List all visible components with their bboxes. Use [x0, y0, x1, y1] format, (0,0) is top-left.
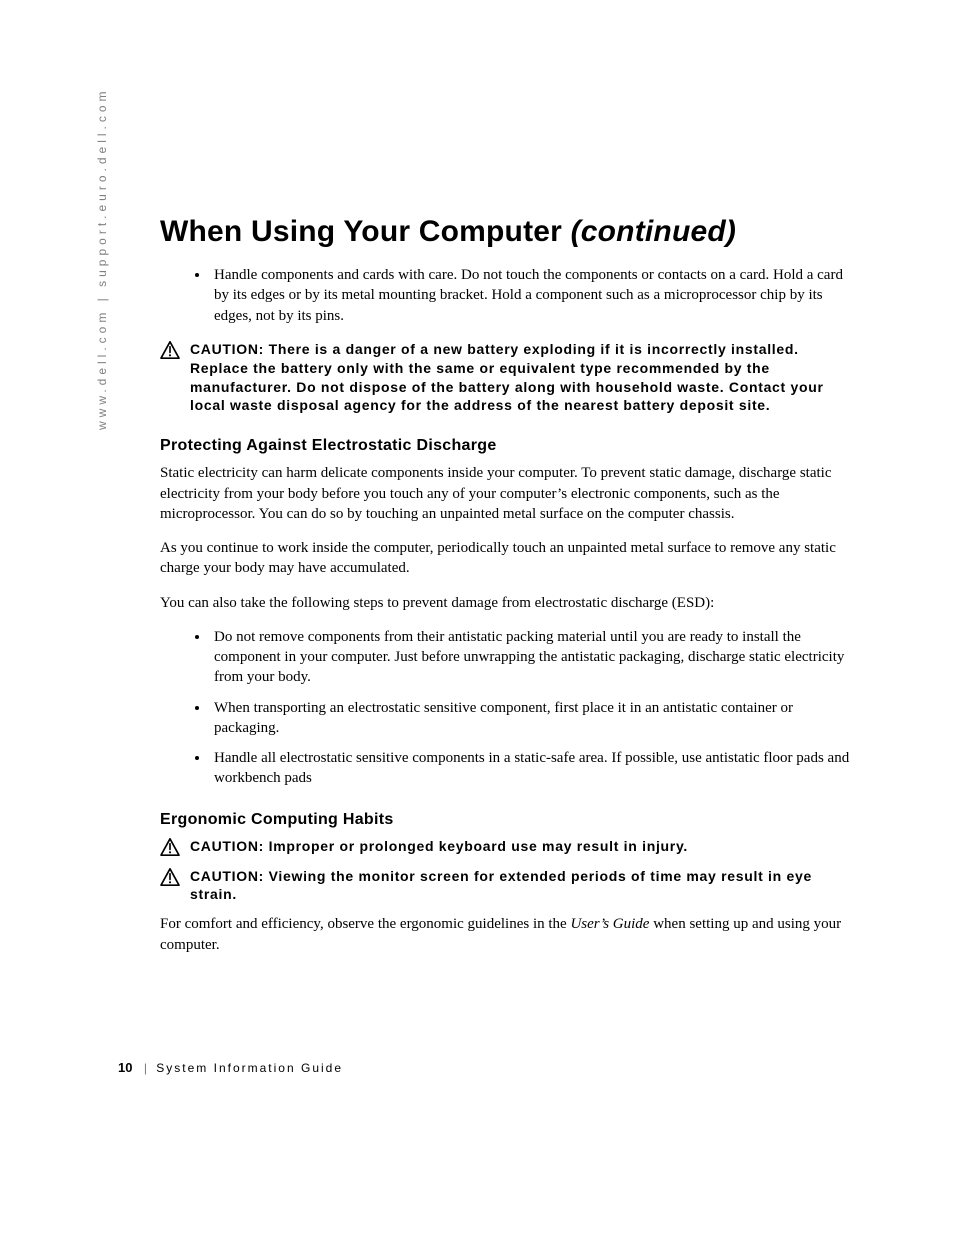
body-paragraph: For comfort and efficiency, observe the …	[160, 914, 860, 955]
caution-block: CAUTION: Viewing the monitor screen for …	[160, 867, 860, 905]
body-paragraph: You can also take the following steps to…	[160, 593, 860, 613]
side-url-text: www.dell.com | support.euro.dell.com	[95, 87, 109, 430]
caution-label: CAUTION:	[190, 868, 269, 884]
caution-icon	[160, 341, 180, 364]
caution-label: CAUTION:	[190, 838, 269, 854]
list-item: Handle all electrostatic sensitive compo…	[210, 748, 860, 789]
caution-block: CAUTION: There is a danger of a new batt…	[160, 340, 860, 416]
caution-body: There is a danger of a new battery explo…	[190, 341, 824, 414]
section-heading: Ergonomic Computing Habits	[160, 811, 860, 829]
page: www.dell.com | support.euro.dell.com Whe…	[0, 0, 954, 1235]
caution-block: CAUTION: Improper or prolonged keyboard …	[160, 837, 860, 861]
caution-text: CAUTION: There is a danger of a new batt…	[190, 340, 860, 416]
list-item: Handle components and cards with care. D…	[210, 265, 860, 326]
caution-icon	[160, 868, 180, 891]
caution-label: CAUTION:	[190, 341, 269, 357]
caution-body: Viewing the monitor screen for extended …	[190, 868, 812, 903]
title-continued: (continued)	[571, 215, 737, 248]
esd-bullet-list: Do not remove components from their anti…	[160, 627, 860, 789]
list-item: Do not remove components from their anti…	[210, 627, 860, 688]
page-number: 10	[118, 1060, 132, 1075]
page-title: When Using Your Computer (continued)	[160, 215, 860, 249]
title-main: When Using Your Computer	[160, 215, 571, 248]
caution-text: CAUTION: Improper or prolonged keyboard …	[190, 837, 688, 856]
content-area: When Using Your Computer (continued) Han…	[160, 215, 860, 969]
body-paragraph: Static electricity can harm delicate com…	[160, 463, 860, 524]
body-paragraph: As you continue to work inside the compu…	[160, 538, 860, 579]
page-footer: 10 | System Information Guide	[118, 1060, 343, 1075]
list-item: When transporting an electrostatic sensi…	[210, 698, 860, 739]
footer-divider: |	[144, 1061, 147, 1075]
top-bullet-list: Handle components and cards with care. D…	[160, 265, 860, 326]
users-guide-ref: User’s Guide	[570, 916, 649, 932]
caution-icon	[160, 838, 180, 861]
footer-title: System Information Guide	[156, 1061, 343, 1075]
caution-body: Improper or prolonged keyboard use may r…	[269, 838, 688, 854]
section-heading: Protecting Against Electrostatic Dischar…	[160, 437, 860, 455]
body-text-before: For comfort and efficiency, observe the …	[160, 916, 570, 932]
caution-text: CAUTION: Viewing the monitor screen for …	[190, 867, 860, 905]
